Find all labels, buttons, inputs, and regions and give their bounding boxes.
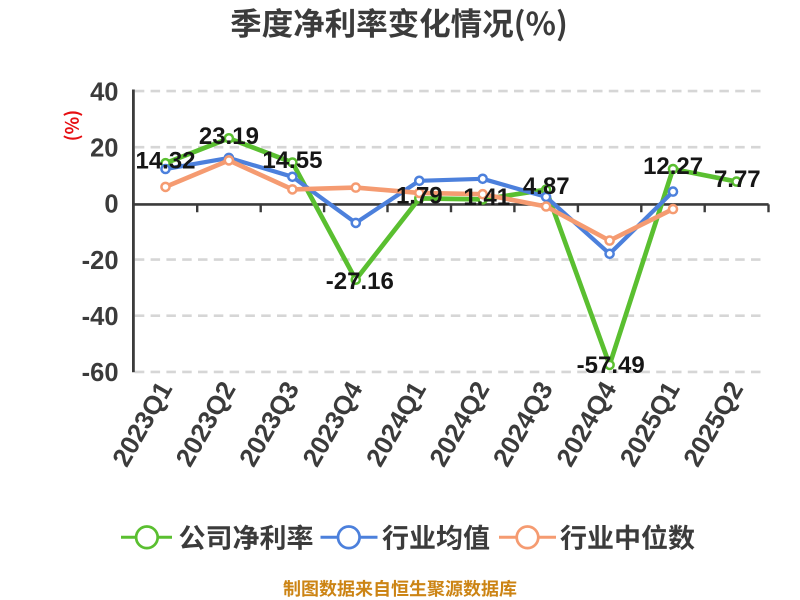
svg-text:-20: -20	[82, 247, 119, 275]
svg-text:2024Q4: 2024Q4	[550, 376, 623, 472]
svg-text:14.55: 14.55	[262, 147, 322, 174]
svg-text:2024Q3: 2024Q3	[487, 376, 559, 471]
svg-text:2023Q1: 2023Q1	[106, 376, 178, 471]
svg-text:2024Q1: 2024Q1	[360, 376, 432, 471]
svg-text:-27.16: -27.16	[326, 268, 394, 295]
svg-text:14.32: 14.32	[135, 147, 195, 174]
svg-text:-57.49: -57.49	[577, 352, 645, 379]
svg-text:2023Q2: 2023Q2	[169, 376, 241, 471]
svg-text:1.79: 1.79	[396, 183, 443, 210]
svg-text:-60: -60	[82, 359, 119, 387]
svg-text:-40: -40	[82, 303, 119, 331]
svg-text:20: 20	[90, 135, 118, 163]
svg-text:2024Q2: 2024Q2	[423, 376, 495, 471]
svg-text:2023Q3: 2023Q3	[233, 376, 305, 471]
svg-text:12.27: 12.27	[643, 153, 703, 180]
svg-text:23.19: 23.19	[199, 123, 259, 150]
svg-text:2025Q1: 2025Q1	[613, 376, 685, 471]
svg-text:4.87: 4.87	[523, 173, 570, 200]
svg-text:7.77: 7.77	[714, 166, 761, 193]
svg-text:2023Q4: 2023Q4	[296, 376, 369, 472]
svg-text:0: 0	[104, 191, 118, 219]
svg-text:1.41: 1.41	[463, 184, 510, 211]
svg-text:40: 40	[90, 78, 118, 106]
svg-text:2025Q2: 2025Q2	[677, 376, 749, 471]
